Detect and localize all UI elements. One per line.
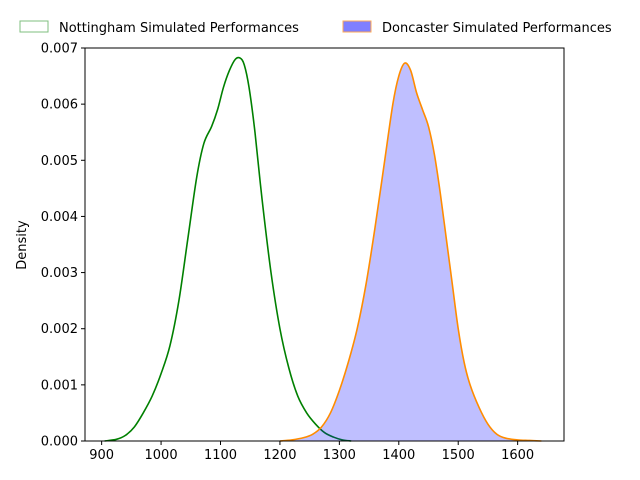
- y-axis: 0.000 0.001 0.002 0.003 0.004 0.005 0.006 0.007: [41, 42, 85, 450]
- x-tick-label: 900: [89, 448, 114, 463]
- plot-area: [104, 56, 542, 442]
- y-tick-label: 0.004: [41, 210, 78, 225]
- y-tick-label: 0.002: [41, 322, 78, 337]
- y-tick-label: 0.005: [41, 154, 78, 169]
- legend-swatch-0: [19, 20, 49, 33]
- legend-label-0: Nottingham Simulated Performances: [59, 21, 299, 36]
- y-tick-label: 0.001: [41, 378, 78, 393]
- y-tick-label: 0.007: [41, 42, 78, 57]
- legend-item-1: Doncaster Simulated Performances: [342, 20, 612, 36]
- series-1-fill: [279, 62, 542, 441]
- legend-item-0: Nottingham Simulated Performances: [19, 20, 299, 36]
- y-axis-label: Density: [15, 220, 30, 270]
- x-tick-label: 1100: [204, 448, 237, 463]
- series-0-line: [104, 56, 352, 442]
- x-tick-label: 1500: [442, 448, 475, 463]
- legend: Nottingham Simulated Performances Doncast…: [19, 20, 612, 36]
- x-axis: 900 1000 1100 1200 1300 1400 1500 1600: [89, 441, 534, 463]
- y-tick-label: 0.000: [41, 435, 78, 450]
- x-tick-label: 1200: [263, 448, 296, 463]
- x-tick-label: 1000: [145, 448, 178, 463]
- series-1-line: [279, 62, 542, 442]
- y-tick-label: 0.003: [41, 266, 78, 281]
- y-tick-label: 0.006: [41, 98, 78, 113]
- x-tick-label: 1400: [382, 448, 415, 463]
- legend-swatch-1: [342, 20, 372, 33]
- x-tick-label: 1600: [501, 448, 534, 463]
- plot-frame: [84, 47, 565, 442]
- x-tick-label: 1300: [323, 448, 356, 463]
- legend-label-1: Doncaster Simulated Performances: [382, 21, 612, 36]
